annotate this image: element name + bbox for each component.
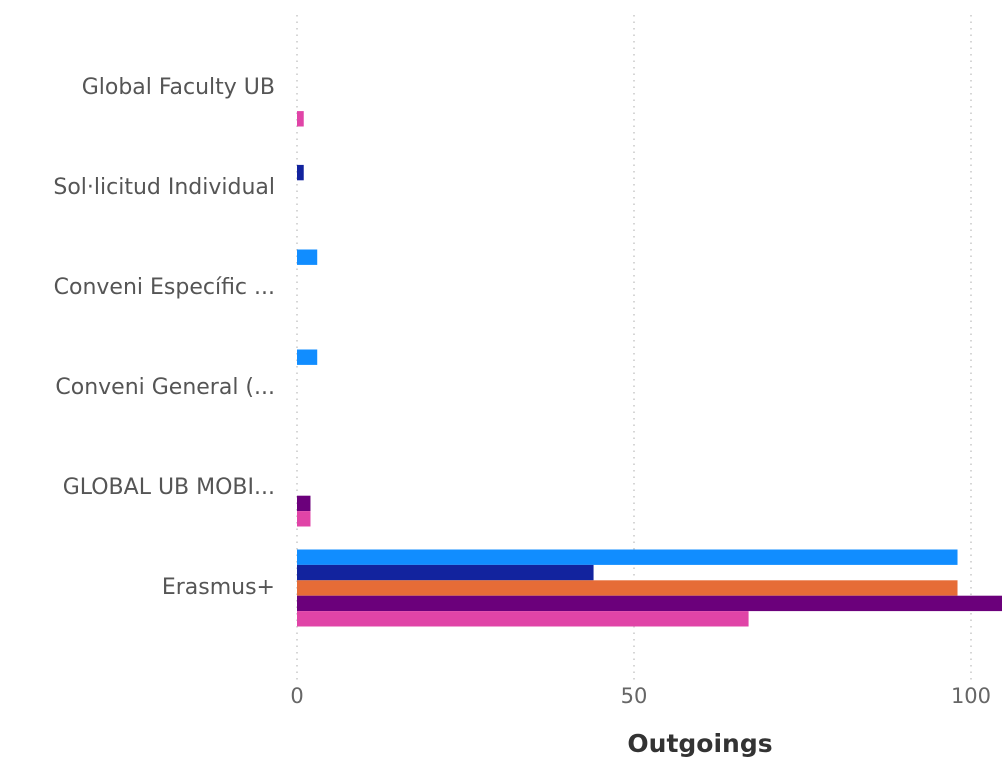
x-axis-title: Outgoings [627, 729, 772, 758]
bar [297, 580, 958, 596]
bar [297, 549, 958, 565]
bar [297, 495, 311, 512]
bar [297, 164, 304, 181]
bar [297, 349, 318, 365]
bar [297, 511, 311, 527]
bar [297, 611, 749, 627]
bar [297, 564, 594, 581]
x-tick-label: 50 [621, 684, 648, 708]
y-tick-label: Global Faculty UB [82, 75, 275, 100]
y-tick-label: Conveni Específic ... [54, 275, 275, 300]
bar [297, 111, 304, 127]
bar [297, 249, 318, 265]
y-tick-label: GLOBAL UB MOBI... [63, 475, 275, 500]
x-tick-label: 100 [951, 684, 991, 708]
y-tick-label: Sol·licitud Individual [53, 175, 275, 200]
y-tick-label: Conveni General (... [55, 375, 275, 400]
bar [297, 595, 1002, 612]
x-tick-label: 0 [290, 684, 303, 708]
bars [297, 111, 1002, 627]
y-tick-label: Erasmus+ [162, 575, 275, 600]
